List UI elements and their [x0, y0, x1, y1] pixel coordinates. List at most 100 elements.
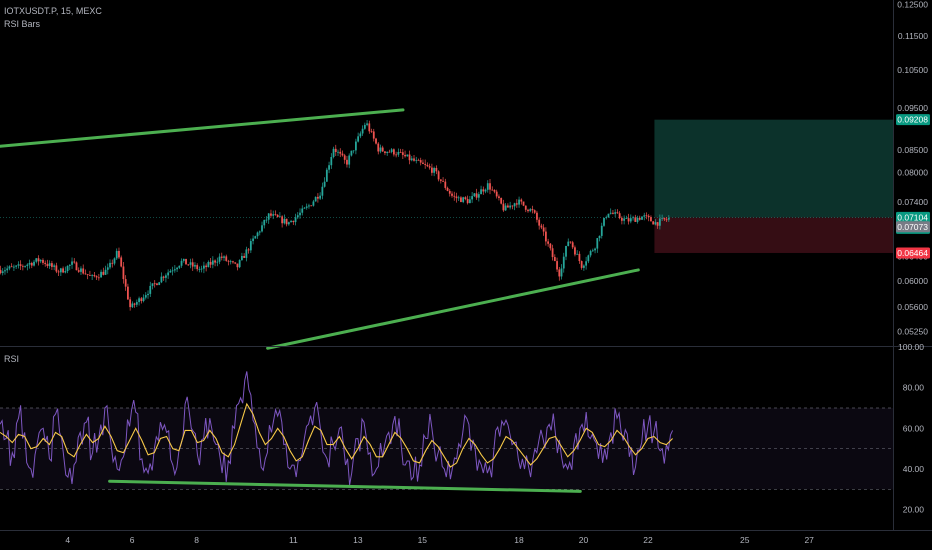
- candle-body: [596, 238, 599, 249]
- candle-body: [95, 276, 98, 278]
- candle-body: [106, 267, 109, 270]
- candle-body: [287, 222, 290, 225]
- candle-body: [267, 213, 270, 220]
- candle-body: [113, 258, 116, 264]
- price-badge-label: 0.06464: [897, 248, 928, 258]
- candle-body: [598, 235, 601, 239]
- candle-body: [71, 261, 73, 265]
- candle-body: [270, 213, 272, 216]
- candle-body: [109, 262, 111, 268]
- rsi-series: [0, 371, 674, 486]
- candle-body: [334, 148, 337, 153]
- candle-body: [102, 271, 105, 275]
- candle-body: [28, 262, 31, 265]
- candle-body: [493, 189, 496, 192]
- candle-body: [381, 147, 384, 152]
- candle-body: [587, 255, 590, 262]
- candle-body: [97, 277, 100, 279]
- time-tick-label: 15: [418, 535, 428, 545]
- time-tick-label: 20: [579, 535, 589, 545]
- candle-body: [258, 231, 261, 233]
- time-tick-label: 27: [804, 535, 814, 545]
- candle-body: [205, 265, 208, 268]
- candle-body: [426, 164, 429, 167]
- candle-body: [89, 275, 91, 276]
- candle-body: [442, 180, 444, 182]
- candle-body: [321, 186, 324, 196]
- candle-body: [585, 261, 588, 266]
- candle-body: [422, 162, 424, 164]
- candle-body: [93, 275, 96, 277]
- candle-body: [328, 165, 330, 170]
- candle-body: [582, 265, 585, 268]
- candle-body: [471, 196, 474, 200]
- candle-body: [558, 269, 561, 277]
- candle-body: [238, 260, 241, 268]
- candle-body: [301, 208, 304, 213]
- candle-body: [310, 205, 313, 207]
- candle-body: [638, 217, 641, 220]
- candle-body: [151, 283, 154, 286]
- candle-body: [473, 193, 476, 197]
- rsi-pane[interactable]: [0, 371, 893, 493]
- candle-body: [305, 206, 308, 208]
- candle-body: [439, 179, 442, 181]
- candlestick-series: [0, 119, 670, 311]
- candle-body: [229, 261, 232, 263]
- candle-body: [466, 199, 469, 204]
- candle-body: [162, 276, 165, 278]
- candle-body: [634, 217, 637, 222]
- symbol-legend[interactable]: IOTXUSDT.P, 15, MEXC: [4, 6, 102, 16]
- candle-body: [299, 212, 301, 216]
- candle-body: [629, 218, 632, 222]
- indicator-legend[interactable]: RSI Bars: [4, 19, 41, 29]
- candle-body: [453, 195, 456, 197]
- candle-body: [191, 262, 194, 267]
- candle-body: [359, 133, 362, 137]
- candle-body: [91, 275, 94, 276]
- candle-body: [576, 253, 579, 255]
- candle-body: [66, 265, 69, 272]
- candle-body: [361, 128, 364, 134]
- rsi-axis[interactable]: 100.00 80.00 60.00 40.00 20.00: [898, 342, 924, 515]
- candle-body: [261, 225, 263, 232]
- candle-body: [203, 265, 205, 269]
- candle-body: [627, 218, 630, 222]
- candle-body: [48, 263, 51, 267]
- candle-body: [404, 154, 406, 157]
- long-position-tool[interactable]: [0, 119, 893, 253]
- candle-body: [645, 215, 648, 217]
- time-axis[interactable]: 4 6 8 11 13 15 18 20 22 25 27: [65, 535, 814, 545]
- candle-body: [187, 264, 190, 266]
- candle-body: [603, 218, 605, 226]
- candle-body: [241, 256, 243, 261]
- candle-body: [198, 269, 201, 270]
- rsi-trendline[interactable]: [108, 479, 582, 493]
- candle-body: [243, 256, 246, 258]
- candle-body: [386, 151, 389, 154]
- candle-body: [460, 197, 462, 203]
- candle-body: [8, 266, 11, 269]
- price-trendlines[interactable]: [0, 108, 640, 350]
- candle-body: [160, 276, 163, 283]
- candle-body: [500, 197, 503, 204]
- candle-body: [370, 131, 373, 133]
- price-badge-label: 0.09208: [897, 115, 928, 125]
- candle-body: [506, 205, 509, 208]
- rsi-legend[interactable]: RSI: [4, 354, 20, 364]
- candle-body: [495, 191, 498, 197]
- candle-body: [556, 261, 558, 270]
- candle-body: [265, 219, 268, 221]
- rsi-tick-label: 40.00: [903, 464, 925, 474]
- rsi-tick-label: 80.00: [903, 383, 925, 393]
- candle-body: [68, 264, 71, 266]
- candle-body: [283, 218, 286, 224]
- candle-body: [419, 160, 422, 163]
- price-badge: [896, 114, 930, 126]
- candle-body: [547, 241, 550, 244]
- candle-body: [115, 250, 118, 259]
- price-pane[interactable]: [0, 108, 893, 350]
- candle-body: [133, 303, 136, 305]
- candle-body: [475, 193, 478, 198]
